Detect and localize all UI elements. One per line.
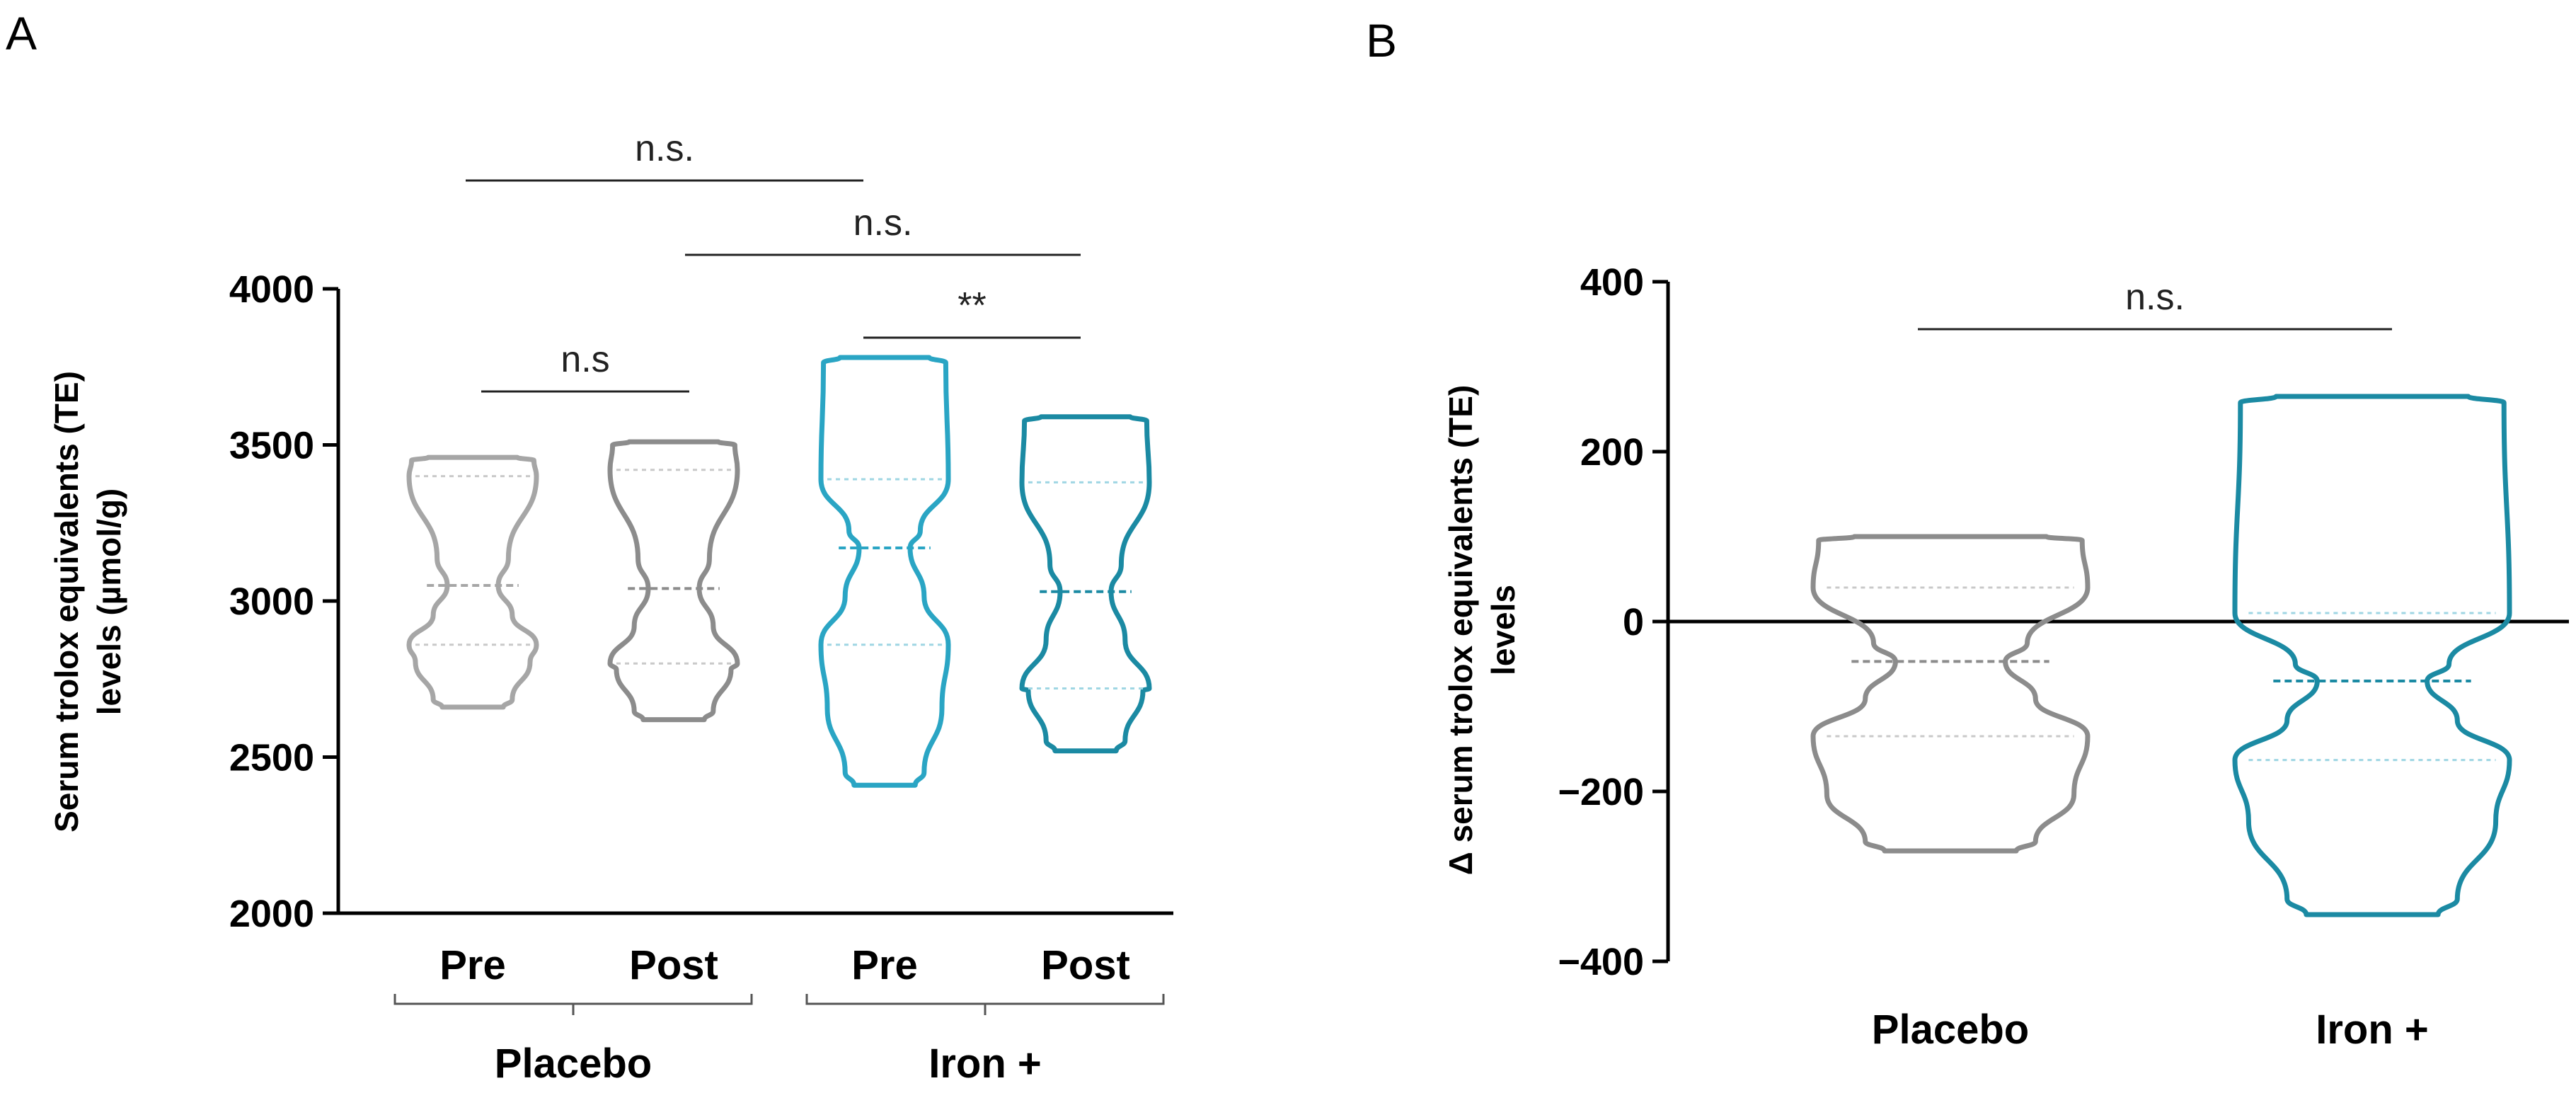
x-category-label: Post	[629, 942, 718, 988]
y-tick-label: 3000	[229, 580, 314, 623]
y-tick-label: −200	[1558, 771, 1644, 813]
violin-1	[406, 454, 539, 710]
violin-2	[2232, 394, 2512, 917]
panel-letter-b: B	[1366, 14, 1397, 67]
panel-a-chart: 2000 2500 3000 3500 4000 Serum trolox equival…	[48, 128, 1173, 1087]
x-category-label: Post	[1041, 942, 1130, 988]
y-tick-label: 2500	[229, 737, 314, 779]
violin-2	[607, 439, 740, 723]
y-tick-label: 400	[1580, 261, 1644, 304]
y-tick-label: 4000	[229, 268, 314, 311]
group-label: Placebo	[495, 1041, 652, 1087]
group-label: Iron +	[928, 1041, 1042, 1087]
violin-3	[818, 355, 951, 788]
y-tick-label: 0	[1623, 601, 1644, 643]
y-axis-label-line-1: Δ serum trolox equivalents (TE)	[1442, 385, 1479, 876]
group-bracket	[393, 994, 753, 1015]
significance-label: n.s	[560, 339, 609, 380]
x-category-label: Pre	[439, 942, 506, 988]
y-axis-label: Δ serum trolox equivalents (TE) levels	[1442, 385, 1522, 876]
y-tick-label: −400	[1558, 941, 1644, 983]
panel-b-chart: −400 −200 0 200 400 Δ serum trolox equivalent…	[1442, 261, 2569, 1053]
panel-letter-a: A	[6, 7, 37, 59]
y-axis-label-line-2: levels (µmol/g)	[91, 488, 127, 715]
group-bracket	[805, 994, 1165, 1015]
y-axis-label-line-2: levels	[1485, 585, 1522, 675]
violin-1	[1810, 534, 2091, 854]
y-tick-label: 3500	[229, 425, 314, 467]
significance-label: n.s.	[2125, 277, 2185, 318]
x-category-label: Placebo	[1872, 1007, 2029, 1053]
y-tick-label: 200	[1580, 431, 1644, 474]
significance-label: **	[958, 285, 986, 326]
significance-label: n.s.	[853, 202, 913, 244]
x-category-label: Pre	[851, 942, 918, 988]
violin-4	[1019, 414, 1152, 754]
significance-label: n.s.	[635, 128, 694, 169]
y-axis-label-line-1: Serum trolox equivalents (TE)	[48, 371, 85, 832]
x-category-label: Iron +	[2316, 1007, 2429, 1053]
y-tick-label: 2000	[229, 893, 314, 935]
y-axis-label: Serum trolox equivalents (TE) levels (µmo…	[48, 371, 127, 832]
